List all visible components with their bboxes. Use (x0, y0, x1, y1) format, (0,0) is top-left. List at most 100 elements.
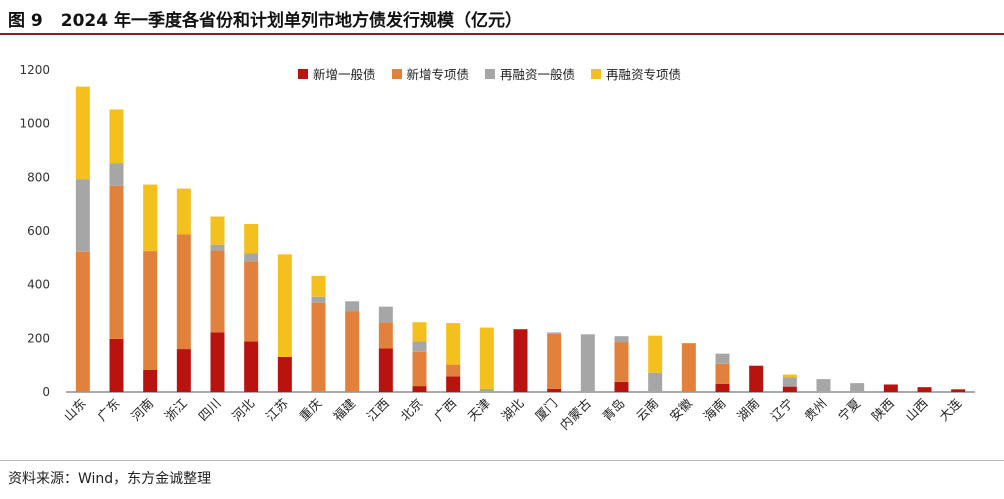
bar-segment (547, 332, 562, 334)
bar-segment (210, 216, 225, 245)
bar-segment (311, 302, 326, 392)
figure-title: 图 9 2024 年一季度各省份和计划单列市地方债发行规模（亿元） (8, 6, 522, 31)
bar-segment (883, 384, 898, 392)
bar-segment (648, 335, 663, 373)
bar-segment (109, 185, 124, 339)
bar-segment (715, 363, 730, 384)
x-tick-label: 青岛 (599, 396, 627, 424)
bar-segment (244, 224, 259, 254)
bar-segment (648, 372, 663, 392)
x-tick-label: 山西 (902, 396, 930, 424)
bar-segment (244, 341, 259, 392)
x-tick-label: 内蒙古 (557, 396, 594, 433)
x-tick-label: 福建 (330, 395, 359, 424)
bar-segment (614, 381, 629, 392)
bar-segment (378, 306, 393, 323)
bar-segment (412, 322, 427, 342)
bar-segment (479, 388, 494, 392)
bar-segment (277, 356, 292, 392)
y-tick-label: 1200 (19, 63, 50, 77)
x-tick-label: 安徽 (667, 395, 696, 424)
bar-segment (479, 327, 494, 389)
bar-segment (75, 86, 90, 180)
legend-label: 再融资专项债 (606, 67, 682, 82)
x-tick-label: 四川 (195, 396, 223, 424)
x-tick-label: 北京 (397, 396, 425, 424)
legend-item: 再融资专项债 (591, 64, 681, 83)
bar-segment (143, 369, 158, 392)
legend-swatch (298, 68, 308, 79)
y-tick-label: 200 (27, 331, 50, 345)
bar-segment (378, 348, 393, 392)
x-tick-label: 天津 (465, 396, 493, 424)
x-tick-label: 贵州 (801, 396, 829, 424)
bar-segment (345, 311, 360, 392)
legend-item: 新增一般债 (298, 64, 376, 83)
x-tick-label: 河南 (128, 396, 156, 424)
x-tick-label: 大连 (936, 395, 965, 424)
bar-segment (446, 376, 461, 392)
bar-segment (311, 296, 326, 303)
y-tick-label: 400 (27, 278, 50, 292)
bar-segment (345, 301, 360, 312)
bar-segment (782, 374, 797, 378)
bar-segment (547, 388, 562, 392)
bar-segment (412, 341, 427, 352)
source-rule (0, 460, 1004, 461)
legend-label: 新增一般债 (313, 67, 376, 82)
bar-segment (176, 188, 191, 235)
bar-segment (412, 351, 427, 387)
bar-segment (311, 275, 326, 297)
legend-item: 再融资一般债 (485, 64, 575, 83)
bar-segment (614, 336, 629, 343)
x-tick-label: 江西 (364, 396, 392, 424)
x-tick-label: 湖北 (498, 395, 527, 424)
bar-segment (816, 379, 831, 392)
bar-segment (109, 338, 124, 392)
x-tick-label: 重庆 (296, 395, 325, 424)
bar-segment (614, 342, 629, 382)
figure-title-text: 2024 年一季度各省份和计划单列市地方债发行规模（亿元） (60, 11, 522, 31)
x-tick-label: 广西 (431, 396, 459, 424)
x-tick-label: 辽宁 (768, 396, 796, 424)
bar-segment (580, 334, 595, 392)
bar-segment (513, 329, 528, 392)
x-tick-label: 湖南 (734, 396, 762, 424)
source-note: 资料来源：Wind，东方金诚整理 (8, 471, 212, 487)
bar-segment (244, 261, 259, 342)
bar-segment (412, 386, 427, 392)
bar-segment (446, 323, 461, 365)
bar-segment (176, 349, 191, 392)
x-tick-label: 广东 (94, 396, 122, 424)
bar-segment (109, 109, 124, 164)
legend-label: 新增专项债 (406, 67, 470, 82)
legend-swatch (591, 68, 602, 79)
figure-number: 图 9 (8, 11, 43, 31)
title-rule (0, 33, 1004, 35)
bar-segment (75, 179, 90, 252)
x-tick-label: 陕西 (869, 396, 897, 424)
bar-segment (446, 364, 461, 377)
bar-segment (210, 250, 225, 333)
bar-segment (210, 244, 225, 251)
bar-segment (210, 332, 225, 392)
bar-segment (850, 383, 865, 392)
x-tick-label: 云南 (633, 396, 661, 424)
stacked-bar-chart: 0 200 400 600 800 1000 1200 山东 广东 河南 浙江 四川 河北 江苏 重庆 福建江… (19, 63, 975, 433)
y-tick-label: 800 (27, 170, 50, 184)
y-tick-label: 1000 (19, 117, 50, 131)
bar-segment (277, 254, 292, 357)
legend-swatch (391, 68, 402, 79)
bar-segment (244, 253, 259, 262)
x-tick-label: 宁夏 (835, 395, 864, 424)
legend-item: 新增专项债 (391, 64, 470, 83)
bar-segment (749, 365, 764, 392)
y-tick-label: 0 (42, 385, 50, 399)
x-tick-label: 山东 (61, 396, 89, 424)
bar-segment (109, 163, 124, 186)
y-tick-label: 600 (27, 224, 50, 238)
legend: 新增一般债 新增专项债 再融资一般债 再融资专项债 (298, 64, 681, 83)
x-tick-label: 海南 (700, 396, 728, 424)
bar-segment (75, 251, 90, 392)
bar-segment (715, 353, 730, 364)
